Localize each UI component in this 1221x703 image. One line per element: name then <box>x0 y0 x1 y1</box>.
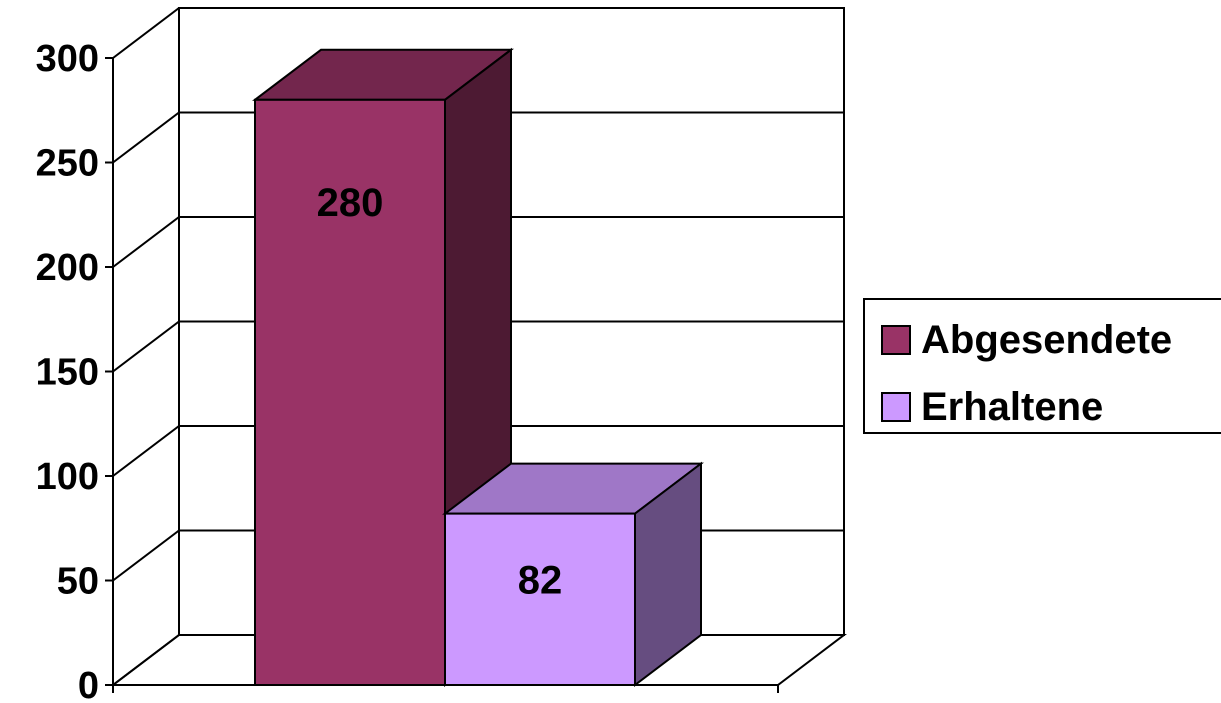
bar-erhaltene <box>442 461 704 688</box>
data-label-erhaltene: 82 <box>518 559 563 603</box>
data-label-abgesendete: 280 <box>317 181 384 225</box>
y-tick-label: 150 <box>36 352 99 394</box>
legend-swatch-erhaltene <box>881 392 911 422</box>
data-labels: 280 82 <box>317 181 563 603</box>
bar-front-abgesendete <box>254 98 446 687</box>
y-tick-label: 0 <box>78 665 99 703</box>
y-axis <box>105 57 779 693</box>
gridline <box>112 216 844 268</box>
y-tick-labels: 0 50 100 150 200 250 300 <box>36 38 99 703</box>
legend-label-erhaltene: Erhaltene <box>921 385 1104 429</box>
legend-label-abgesendete: Abgesendete <box>921 318 1173 362</box>
gridline <box>112 425 844 477</box>
legend: Abgesendete Erhaltene <box>863 298 1221 434</box>
y-tick-label: 200 <box>36 247 99 289</box>
bars <box>252 47 704 688</box>
gridline <box>112 7 844 59</box>
gridline <box>112 320 844 373</box>
y-tick-label: 300 <box>36 38 99 80</box>
y-tick-label: 50 <box>57 561 99 603</box>
y-tick-label: 100 <box>36 456 99 498</box>
gridline <box>112 111 844 164</box>
y-tick-label: 250 <box>36 143 99 185</box>
legend-item-erhaltene: Erhaltene <box>881 387 1103 427</box>
legend-swatch-abgesendete <box>881 325 911 355</box>
legend-item-abgesendete: Abgesendete <box>881 320 1172 360</box>
bar-front-erhaltene <box>444 512 636 686</box>
